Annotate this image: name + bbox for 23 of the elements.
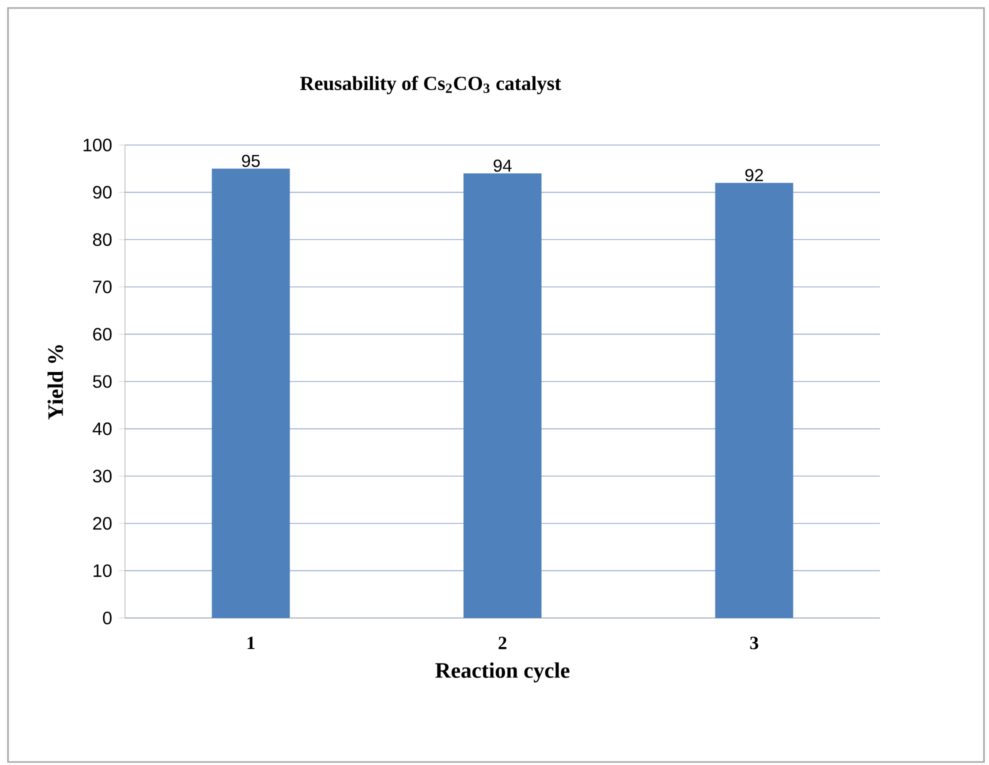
x-tick-label: 2 bbox=[498, 636, 506, 650]
x-axis-title: Reaction cycle bbox=[435, 662, 570, 682]
y-tick-label: 90 bbox=[93, 186, 112, 199]
y-tick-label: 40 bbox=[92, 422, 112, 436]
chart-title: Reusability of Cs$_{2}$CO$_{3}$ catalyst bbox=[300, 76, 562, 94]
data-label: 94 bbox=[494, 160, 512, 172]
y-tick-label: 30 bbox=[92, 470, 112, 482]
y-tick-label: 60 bbox=[93, 328, 112, 341]
y-tick-label: 20 bbox=[93, 517, 112, 530]
y-tick-label: 100 bbox=[84, 138, 112, 152]
bar bbox=[464, 173, 542, 618]
bar bbox=[715, 182, 794, 618]
y-axis-title: Yield % bbox=[48, 345, 64, 420]
y-tick-label: 0 bbox=[102, 612, 112, 624]
x-tick-label: 3 bbox=[750, 636, 758, 650]
data-label: 95 bbox=[242, 154, 260, 168]
x-tick-label: 1 bbox=[248, 636, 255, 650]
y-tick-label: 10 bbox=[94, 564, 112, 578]
y-tick-label: 80 bbox=[93, 233, 112, 246]
y-tick-label: 70 bbox=[93, 280, 112, 294]
data-label: 92 bbox=[745, 168, 763, 182]
y-tick-label: 50 bbox=[92, 375, 112, 388]
bar bbox=[212, 168, 290, 618]
